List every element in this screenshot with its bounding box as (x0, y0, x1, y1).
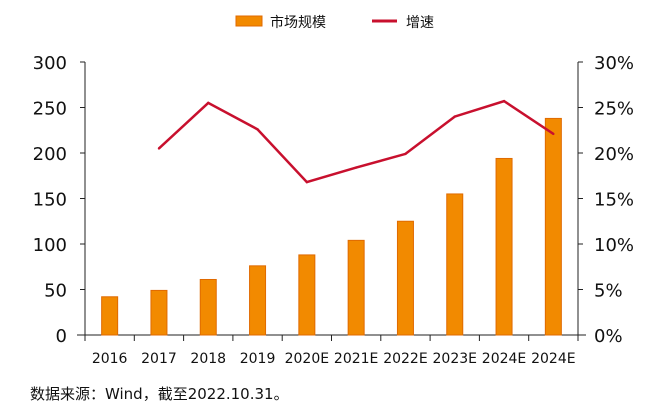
x-tick-label: 2022E (383, 351, 427, 367)
line-point (207, 101, 210, 105)
bar (347, 239, 365, 336)
bar (101, 296, 119, 336)
left-tick-label: 150 (33, 190, 67, 211)
source-note: 数据来源：Wind，截至2022.10.31。 (30, 385, 289, 403)
x-tick-label: 2023E (433, 351, 477, 367)
left-tick-label: 50 (44, 281, 67, 302)
bar (199, 278, 217, 336)
right-tick-label: 25% (594, 99, 634, 120)
left-tick-label: 300 (33, 53, 67, 74)
bar (544, 117, 562, 336)
x-tick-label: 2021E (334, 351, 378, 367)
legend-bar-swatch (235, 15, 263, 27)
x-tick-label: 2018 (190, 351, 226, 367)
left-tick-label: 0 (56, 326, 67, 347)
line-point (453, 115, 456, 118)
left-tick-label: 250 (33, 99, 67, 120)
line-point (552, 132, 555, 136)
line-point (404, 152, 407, 156)
growth-line (158, 99, 555, 184)
line-point (305, 180, 309, 184)
line-point (354, 166, 358, 169)
x-tick-label: 2024E (531, 351, 575, 367)
bar (249, 265, 267, 336)
combo-chart: 0 50 100 150 200 250 300 0% 5% 10% 15% 20% 25% 30% 201… (33, 14, 634, 367)
line-point (256, 128, 259, 131)
x-tick-label: 2017 (141, 351, 177, 367)
bar (298, 254, 316, 336)
bar (446, 193, 464, 336)
x-tick-label: 2020E (285, 351, 329, 367)
bar (396, 220, 414, 336)
bar (495, 157, 513, 336)
line-point (502, 99, 506, 103)
x-tick-label: 2024E (482, 351, 526, 367)
right-tick-label: 20% (594, 144, 634, 165)
left-tick-label: 200 (33, 144, 67, 165)
left-tick-label: 100 (33, 235, 67, 256)
legend-line-label: 增速 (406, 15, 434, 31)
x-tick-label: 2019 (240, 351, 276, 367)
legend-bar-label: 市场规模 (270, 14, 326, 31)
right-tick-label: 15% (594, 190, 634, 211)
right-tick-label: 30% (594, 53, 634, 74)
right-tick-label: 10% (594, 235, 634, 256)
x-tick-label: 2016 (92, 351, 128, 367)
right-tick-label: 0% (594, 326, 623, 347)
right-tick-label: 5% (594, 281, 623, 302)
bar (150, 289, 168, 336)
line-point (157, 147, 161, 150)
